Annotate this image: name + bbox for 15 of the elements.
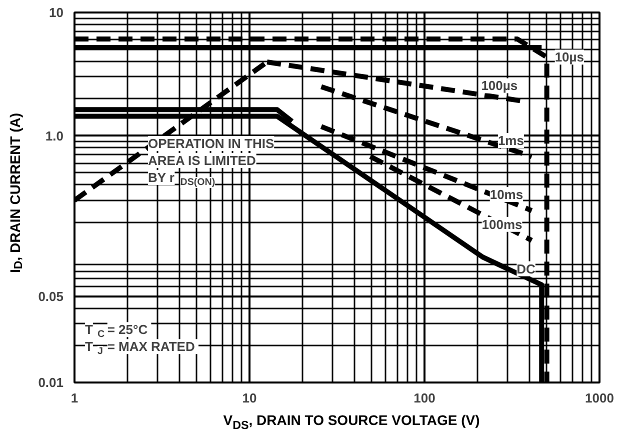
x-axis-title: V$_{DS}$, DRAIN TO SOURCE VOLTAGE (V): [222, 411, 481, 434]
series-label: 100µs: [481, 78, 518, 94]
series-label: DC: [516, 261, 536, 276]
y-tick-label: 1.0: [45, 128, 64, 144]
x-tick-label: 1000: [585, 390, 614, 406]
series-label: 10ms: [490, 187, 524, 202]
y-tick-label: 10: [49, 5, 64, 20]
x-tick-label: 1: [70, 390, 78, 406]
series-label: 10µs: [554, 50, 584, 65]
x-tick-label: 100: [414, 390, 436, 406]
series-label: 100ms: [482, 216, 522, 232]
series-label: 1ms: [498, 132, 524, 148]
y-tick-label: 0.01: [38, 375, 64, 390]
y-tick-label: 0.05: [38, 288, 64, 304]
x-tick-label: 10: [242, 390, 257, 406]
